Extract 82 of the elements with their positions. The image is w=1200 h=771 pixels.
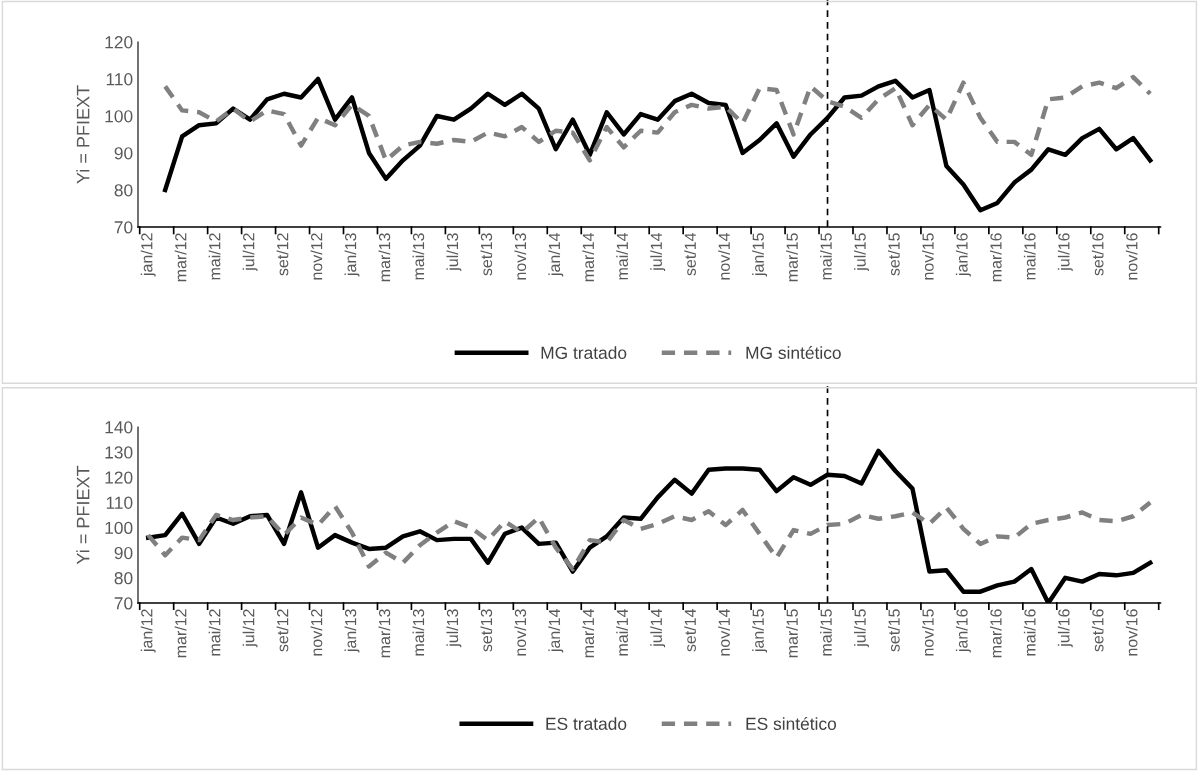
legend-label: ES tratado <box>546 717 627 730</box>
x-tick-label: set/14 <box>684 233 696 276</box>
x-tick-label: mai/15 <box>820 609 832 656</box>
x-tick-label: mai/16 <box>1023 609 1036 656</box>
line-series <box>145 500 1153 572</box>
x-tick-label: jan/13 <box>344 609 360 653</box>
x-tick-label: mai/12 <box>208 233 221 280</box>
x-tick-label: mai/16 <box>1023 233 1036 280</box>
legend-label: ES sintético <box>746 716 837 730</box>
x-tick-label: set/15 <box>888 609 900 652</box>
x-tick-label: nov/14 <box>718 609 730 656</box>
y-tick-label: 80 <box>114 184 133 197</box>
x-tick-label: set/16 <box>1091 233 1104 276</box>
x-tick-label: mai/14 <box>616 609 629 656</box>
x-tick-label: jul/14 <box>650 233 666 272</box>
y-tick-label: 120 <box>105 36 133 49</box>
x-tick-label: mai/13 <box>412 233 425 280</box>
x-tick-label: jan/14 <box>548 609 564 653</box>
x-tick-label: nov/12 <box>310 233 323 280</box>
x-tick-label: mai/14 <box>616 233 629 280</box>
x-tick-label: mar/12 <box>174 609 187 658</box>
y-axis-title: Yi = PFIEXT <box>76 465 90 565</box>
x-tick-label: mar/13 <box>378 233 391 282</box>
x-tick-label: nov/13 <box>514 233 527 280</box>
x-tick-label: mar/15 <box>786 233 798 282</box>
y-tick-label: 120 <box>105 471 133 484</box>
x-tick-label: jul/16 <box>1057 609 1073 648</box>
x-tick-label: set/13 <box>480 609 493 652</box>
x-tick-label: mar/14 <box>582 609 595 658</box>
y-tick-label: 70 <box>114 221 133 234</box>
x-tick-label: mar/12 <box>174 233 187 282</box>
x-tick-label: nov/14 <box>718 233 730 280</box>
x-tick-label: mai/15 <box>820 233 832 280</box>
y-tick-label: 100 <box>105 110 133 123</box>
x-tick-label: mai/13 <box>412 609 425 656</box>
x-tick-label: nov/16 <box>1125 233 1138 280</box>
x-tick-label: set/16 <box>1091 609 1104 652</box>
x-tick-label: jul/15 <box>854 233 869 272</box>
x-tick-label: mar/15 <box>786 609 798 658</box>
x-tick-label: set/14 <box>684 609 696 652</box>
x-tick-label: nov/16 <box>1125 609 1138 656</box>
x-tick-label: mar/13 <box>378 609 391 658</box>
y-tick-label: 70 <box>114 597 133 610</box>
x-tick-label: set/15 <box>888 233 900 276</box>
x-tick-label: jan/15 <box>752 609 768 653</box>
y-tick-label: 100 <box>105 521 133 535</box>
y-axis-title: Yi = PFIEXT <box>76 85 90 184</box>
x-tick-label: jan/12 <box>140 233 156 277</box>
x-tick-label: jul/13 <box>446 233 462 272</box>
x-tick-label: jul/12 <box>242 233 258 272</box>
x-tick-label: nov/12 <box>310 609 323 656</box>
x-tick-label: jan/13 <box>344 233 360 277</box>
x-tick-label: set/12 <box>276 233 289 276</box>
y-tick-label: 110 <box>106 496 133 509</box>
x-tick-label: set/13 <box>480 233 493 276</box>
x-tick-label: set/12 <box>276 609 289 652</box>
x-tick-label: jul/16 <box>1057 233 1073 272</box>
y-tick-label: 130 <box>105 446 133 459</box>
x-tick-label: jul/14 <box>650 609 666 648</box>
y-tick-label: 80 <box>114 572 133 585</box>
y-tick-label: 140 <box>105 421 133 434</box>
x-tick-label: jan/15 <box>752 233 768 277</box>
x-tick-label: jul/12 <box>242 609 258 648</box>
x-tick-label: jul/13 <box>446 609 462 648</box>
x-tick-label: nov/13 <box>514 609 527 656</box>
x-tick-label: jan/16 <box>955 609 971 653</box>
x-tick-label: mar/16 <box>989 609 1002 658</box>
x-tick-label: mar/16 <box>989 233 1002 282</box>
x-tick-label: nov/15 <box>921 233 934 280</box>
x-tick-label: jan/14 <box>548 233 564 277</box>
y-tick-label: 90 <box>114 546 133 560</box>
x-tick-label: mar/14 <box>582 233 595 282</box>
x-tick-label: jan/12 <box>140 609 156 653</box>
x-tick-label: jul/15 <box>854 609 869 648</box>
y-tick-label: 110 <box>106 73 133 86</box>
x-tick-label: mai/12 <box>208 609 221 656</box>
y-tick-label: 90 <box>114 147 133 160</box>
legend-label: MG tratado <box>541 346 627 359</box>
legend-label: MG sintético <box>746 346 841 359</box>
line-series <box>162 74 1153 163</box>
x-tick-label: jan/16 <box>955 233 971 277</box>
x-tick-label: nov/15 <box>921 609 934 656</box>
